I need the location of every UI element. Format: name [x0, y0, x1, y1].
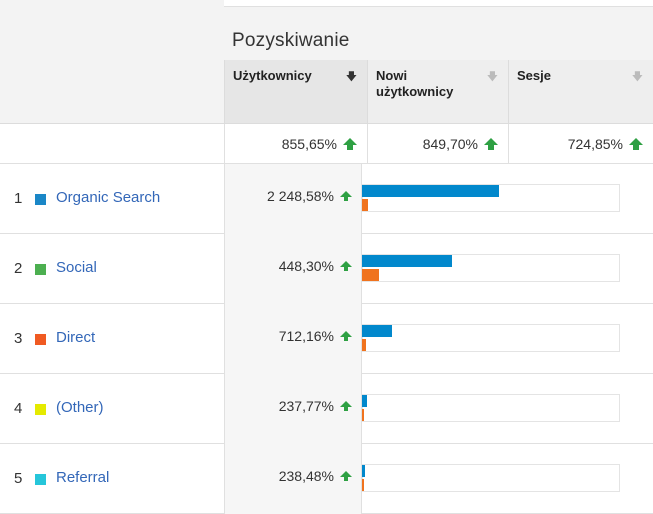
series-swatch — [35, 194, 46, 205]
row-rank: 2 — [14, 260, 23, 277]
total-sessions: 724,85% — [508, 124, 653, 164]
row-percent: 448,30% — [224, 258, 352, 274]
series-swatch — [35, 264, 46, 275]
column-header-users[interactable]: Użytkownicy 🡇 — [224, 60, 367, 124]
bar-orange — [362, 269, 379, 281]
header-blank-cell — [0, 0, 224, 124]
source-link[interactable]: Direct — [56, 329, 96, 346]
bar-orange — [362, 339, 366, 351]
group-header — [224, 6, 653, 60]
bar-blue — [362, 185, 499, 197]
total-new-users: 849,70% — [367, 124, 508, 164]
row-percent: 712,16% — [224, 328, 352, 344]
column-label: Sesje — [517, 68, 551, 83]
column-header-new-users[interactable]: Nowi użytkownicy 🡇 — [367, 60, 508, 124]
row-rank: 1 — [14, 190, 23, 207]
sort-down-icon[interactable]: 🡇 — [631, 71, 643, 83]
row-percent: 237,77% — [224, 398, 352, 414]
up-arrow-icon — [340, 471, 352, 481]
series-swatch — [35, 404, 46, 415]
users-cell — [224, 234, 362, 304]
totals-row-label — [0, 124, 224, 164]
total-value: 724,85% — [567, 135, 623, 152]
up-arrow-icon — [340, 261, 352, 271]
series-swatch — [35, 334, 46, 345]
row-percent: 2 248,58% — [224, 188, 352, 204]
users-cell — [224, 374, 362, 444]
row-percent: 238,48% — [224, 468, 352, 484]
bar-orange — [362, 409, 364, 421]
row-rank: 5 — [14, 470, 23, 487]
source-link[interactable]: Social — [56, 259, 97, 276]
total-value: 855,65% — [281, 135, 337, 152]
total-users: 855,65% — [224, 124, 367, 164]
up-arrow-icon — [340, 191, 352, 201]
percent-value: 2 248,58% — [267, 188, 334, 204]
bar-track — [362, 324, 620, 352]
source-link[interactable]: Referral — [56, 469, 110, 486]
users-cell — [224, 304, 362, 374]
sort-down-icon[interactable]: 🡇 — [486, 71, 498, 83]
bar-blue — [362, 325, 392, 337]
bar-blue — [362, 465, 365, 477]
users-cell — [224, 444, 362, 514]
bar-blue — [362, 395, 367, 407]
percent-value: 712,16% — [278, 328, 334, 344]
up-arrow-icon — [343, 138, 357, 150]
bar-orange — [362, 479, 364, 491]
bar-track — [362, 394, 620, 422]
column-label: Nowi użytkownicy — [376, 68, 454, 99]
up-arrow-icon — [629, 138, 643, 150]
group-title: Pozyskiwanie — [232, 30, 350, 51]
up-arrow-icon — [340, 331, 352, 341]
row-rank: 4 — [14, 400, 23, 417]
series-swatch — [35, 474, 46, 485]
bar-orange — [362, 199, 368, 211]
total-value: 849,70% — [422, 135, 478, 152]
column-header-sessions[interactable]: Sesje 🡇 — [508, 60, 653, 124]
percent-value: 238,48% — [278, 468, 334, 484]
column-label: Użytkownicy — [233, 68, 312, 83]
source-link[interactable]: Organic Search — [56, 189, 161, 206]
bar-track — [362, 464, 620, 492]
source-link[interactable]: (Other) — [56, 399, 104, 416]
row-rank: 3 — [14, 330, 23, 347]
bar-blue — [362, 255, 452, 267]
percent-value: 448,30% — [278, 258, 334, 274]
up-arrow-icon — [484, 138, 498, 150]
percent-value: 237,77% — [278, 398, 334, 414]
up-arrow-icon — [340, 401, 352, 411]
sort-down-icon[interactable]: 🡇 — [345, 71, 357, 83]
users-cell — [224, 164, 362, 234]
